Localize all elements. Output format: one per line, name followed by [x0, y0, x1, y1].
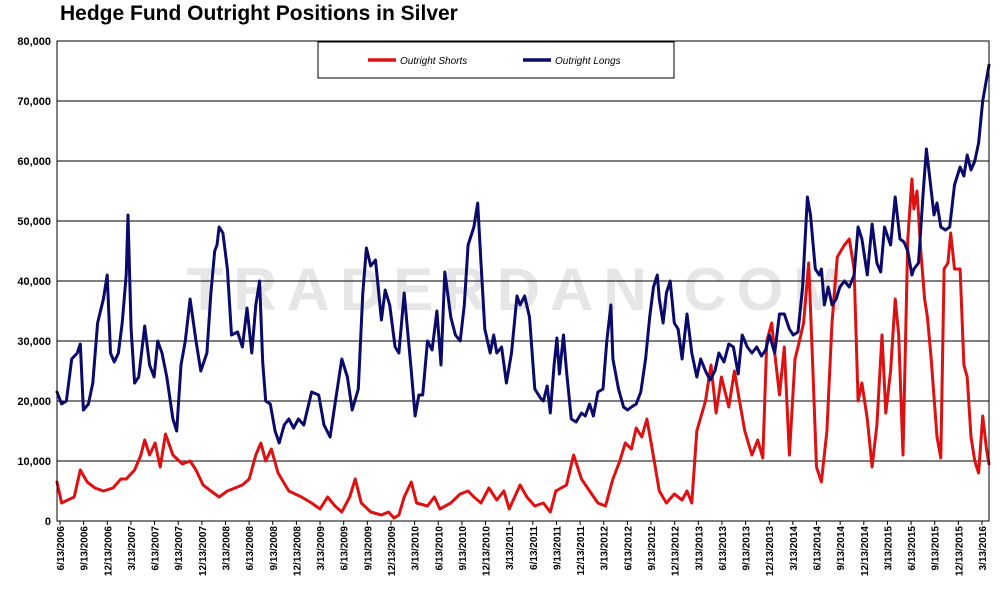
x-tick-label: 9/13/2012 [647, 526, 658, 571]
legend: Outright Shorts Outright Longs [317, 41, 675, 79]
x-tick-label: 12/13/2006 [103, 526, 114, 576]
y-axis-ticks: 0 10,000 20,000 30,000 40,000 50,000 60,000 70,… [17, 36, 51, 528]
x-tick-label: 3/13/2010 [411, 526, 422, 571]
x-tick-label: 12/13/2011 [576, 526, 587, 576]
legend-label: Outright Shorts [400, 56, 467, 67]
x-tick-label: 9/13/2011 [552, 526, 563, 570]
y-tick-label: 20,000 [17, 396, 51, 408]
x-tick-label: 9/13/2008 [269, 526, 280, 571]
x-tick-label: 3/13/2008 [221, 526, 232, 571]
x-tick-label: 3/13/2011 [505, 526, 516, 570]
x-tick-label: 3/13/2013 [694, 526, 705, 571]
x-tick-label: 9/13/2007 [174, 526, 185, 571]
grid-lines [57, 40, 989, 522]
series-lines [55, 63, 991, 520]
y-tick-label: 30,000 [17, 336, 51, 348]
legend-label: Outright Longs [555, 56, 621, 67]
y-tick-label: 60,000 [17, 156, 51, 168]
x-tick-label: 3/13/2014 [789, 526, 800, 571]
x-tick-label: 12/13/2015 [954, 526, 965, 576]
x-tick-label: 12/13/2007 [198, 526, 209, 576]
x-tick-label: 9/13/2010 [458, 526, 469, 571]
series-line-outright-shorts [55, 177, 991, 520]
y-tick-label: 70,000 [17, 96, 51, 108]
x-tick-label: 3/13/2007 [127, 526, 138, 571]
x-tick-label: 6/13/2010 [434, 526, 445, 571]
y-tick-label: 80,000 [17, 36, 51, 48]
x-tick-label: 12/13/2013 [765, 526, 776, 576]
x-tick-label: 12/13/2010 [482, 526, 493, 576]
series-line-outright-longs [55, 63, 991, 445]
x-tick-label: 12/13/2012 [671, 526, 682, 576]
x-tick-label: 6/13/2007 [151, 526, 162, 571]
x-tick-label: 9/13/2006 [80, 526, 91, 571]
x-tick-label: 9/13/2013 [742, 526, 753, 571]
y-tick-label: 50,000 [17, 216, 51, 228]
x-tick-label: 6/13/2012 [623, 526, 634, 571]
x-tick-label: 9/13/2009 [363, 526, 374, 571]
x-tick-label: 6/13/2011 [529, 526, 540, 570]
x-tick-label: 3/13/2009 [316, 526, 327, 571]
x-tick-label: 6/13/2009 [340, 526, 351, 571]
x-tick-label: 6/13/2006 [56, 526, 67, 571]
chart-title: Hedge Fund Outright Positions in Silver [60, 2, 458, 25]
x-tick-label: 3/13/2016 [978, 526, 989, 571]
x-tick-label: 3/13/2012 [600, 526, 611, 571]
x-tick-label: 3/13/2015 [883, 526, 894, 571]
x-tick-label: 12/13/2009 [387, 526, 398, 576]
plot-border [56, 40, 990, 522]
y-tick-label: 10,000 [17, 456, 51, 468]
x-tick-label: 6/13/2015 [907, 526, 918, 571]
x-axis-ticks: 6/13/2006 9/13/2006 12/13/2006 3/13/2007 6/1… [56, 521, 989, 576]
x-tick-label: 12/13/2014 [860, 526, 871, 576]
x-tick-label: 9/13/2014 [836, 526, 847, 571]
x-tick-label: 9/13/2015 [931, 526, 942, 571]
x-tick-label: 12/13/2008 [292, 526, 303, 576]
x-tick-label: 6/13/2013 [718, 526, 729, 571]
x-tick-label: 6/13/2008 [245, 526, 256, 571]
y-tick-label: 0 [45, 516, 51, 528]
y-tick-label: 40,000 [17, 276, 51, 288]
watermark-text: TRADERDAN.COM [187, 256, 854, 323]
x-tick-label: 6/13/2014 [813, 526, 824, 571]
